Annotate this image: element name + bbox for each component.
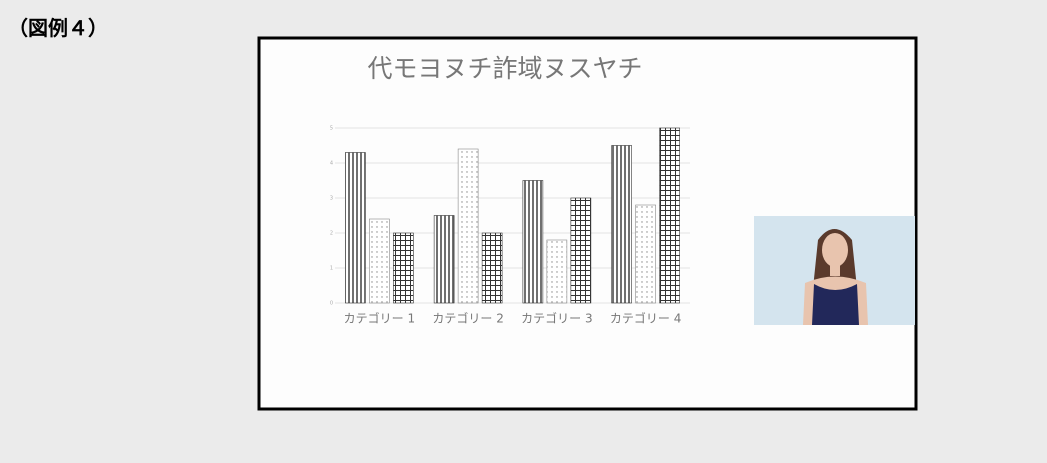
y-tick-label: 0 [330, 301, 333, 307]
bar [635, 204, 656, 304]
bar [345, 152, 366, 304]
bar [433, 215, 455, 304]
y-tick-label: 1 [330, 266, 333, 272]
bar [570, 197, 592, 304]
y-tick-label: 2 [330, 231, 333, 237]
bar [546, 239, 568, 304]
bar [659, 127, 680, 304]
chart-title: 代モヨヌチ詐域ヌスヤチ [367, 54, 642, 83]
bar [481, 232, 503, 304]
x-tick-label: カテゴリー 3 [521, 311, 592, 326]
bar [457, 148, 479, 304]
y-tick-label: 5 [330, 126, 333, 132]
bar [611, 145, 632, 304]
x-tick-label: カテゴリー 1 [344, 311, 415, 326]
bar [393, 232, 414, 304]
presenter-thumbnail [754, 216, 915, 325]
x-tick-label: カテゴリー 2 [432, 311, 503, 326]
y-tick-label: 4 [330, 161, 333, 167]
bar [369, 218, 390, 304]
y-tick-label: 3 [330, 196, 333, 202]
bar [522, 180, 544, 304]
x-tick-label: カテゴリー 4 [610, 311, 681, 326]
figure-label: （図例４） [8, 16, 108, 40]
